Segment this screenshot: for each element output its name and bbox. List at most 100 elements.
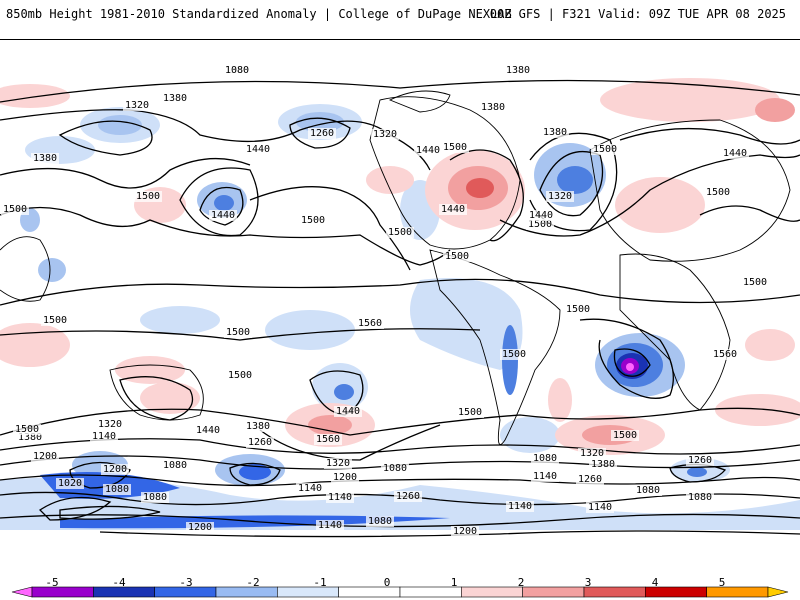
colorbar-arrow-right — [767, 586, 789, 598]
contour-label-bg — [326, 492, 354, 503]
contour-label: 1200 — [333, 472, 357, 483]
contour-label-bg — [531, 471, 559, 482]
contour-label: 1140 — [328, 492, 352, 503]
contour-label-bg — [578, 448, 606, 459]
contour-label: 1380 — [506, 65, 530, 76]
contour-label-bg — [634, 485, 662, 496]
contour-label-bg — [366, 516, 394, 527]
contour-label: 1560 — [713, 349, 737, 360]
contour-label-bg — [1, 204, 29, 215]
contour-label: 1320 — [580, 448, 604, 459]
height-contours — [0, 79, 800, 538]
contour-label: 1440 — [246, 144, 270, 155]
contour-label-bg — [96, 419, 124, 430]
contour-label-bg — [686, 455, 714, 466]
contour-label: 1380 — [18, 432, 42, 443]
contour-label: 1140 — [92, 431, 116, 442]
contour-label-bg — [479, 102, 507, 113]
contour-label-bg — [308, 128, 336, 139]
contour-label: 1140 — [318, 520, 342, 531]
contour-label: 1500 — [301, 215, 325, 226]
contour-label: 1260 — [396, 491, 420, 502]
contour-label-bg — [546, 191, 574, 202]
contour-label-bg — [704, 187, 732, 198]
contour-label-bg — [244, 421, 272, 432]
contour-label-bg — [209, 210, 237, 221]
contour-label: 1320 — [125, 100, 149, 111]
contour-label: 1140 — [588, 502, 612, 513]
colorbar-swatch — [338, 586, 401, 598]
contour-label-bg — [394, 491, 422, 502]
colorbar-tick-label: -3 — [179, 576, 193, 589]
contour-label-bg — [586, 502, 614, 513]
contour-label-bg — [246, 437, 274, 448]
contour-label: 1380 — [591, 459, 615, 470]
contour-label-bg — [123, 100, 151, 111]
contour-label: 1320 — [98, 419, 122, 430]
contour-label: 1080 — [368, 516, 392, 527]
colorbar-swatch — [645, 586, 707, 598]
contour-label: 1080 — [688, 492, 712, 503]
contour-label: 1260 — [578, 474, 602, 485]
contour-label-bg — [576, 474, 604, 485]
contour-label-bg — [101, 464, 129, 475]
contour-label-bg — [16, 432, 44, 443]
contour-label-bg — [711, 349, 739, 360]
contour-label: 1440 — [441, 204, 465, 215]
colorbar-swatch — [154, 586, 217, 598]
contour-label: 1500 — [743, 277, 767, 288]
anomaly-shading — [0, 78, 800, 530]
contour-label: 1080 — [225, 65, 249, 76]
colorbar-tick-label: -2 — [246, 576, 260, 589]
header: 850mb Height 1981-2010 Standardized Anom… — [0, 0, 800, 30]
contour-label-bg — [223, 65, 251, 76]
contour-label-bg — [541, 127, 569, 138]
contour-label: 1080 — [143, 492, 167, 503]
contour-label: 1500 — [3, 204, 27, 215]
contour-label: 1440 — [336, 406, 360, 417]
contour-label-bg — [186, 522, 214, 533]
contour-label-bg — [456, 407, 484, 418]
contour-label-bg — [414, 145, 442, 156]
contour-label-bg — [381, 463, 409, 474]
colorbar-swatch — [215, 586, 278, 598]
colorbar-swatch — [93, 586, 155, 598]
colorbar-swatch — [31, 586, 94, 598]
contour-label: 1500 — [228, 370, 252, 381]
contour-label: 1500 — [445, 251, 469, 262]
contour-label: 1440 — [416, 145, 440, 156]
contour-label: 1260 — [688, 455, 712, 466]
contour-label: 1380 — [543, 127, 567, 138]
contour-label-bg — [591, 144, 619, 155]
anomaly-map[interactable]: 1380138013201380126013201380144013801500… — [0, 40, 800, 559]
contour-label-bg — [527, 210, 555, 221]
contour-label: 1080 — [163, 460, 187, 471]
contour-label: 1140 — [533, 471, 557, 482]
colorbar-arrow-left — [11, 586, 33, 598]
contour-label: 1080 — [105, 484, 129, 495]
contour-label-bg — [531, 453, 559, 464]
contour-label-bg — [194, 425, 222, 436]
contour-label: 1080 — [383, 463, 407, 474]
contour-label-bg — [314, 434, 342, 445]
colorbar-tick-label: -5 — [45, 576, 59, 589]
colorbar-tick-label: 1 — [450, 576, 458, 589]
contour-label: 1500 — [43, 315, 67, 326]
contour-label: 1140 — [508, 501, 532, 512]
contour-label: 1500 — [136, 191, 160, 202]
colorbar-tick-label: 5 — [718, 576, 726, 589]
contour-label-bg — [439, 204, 467, 215]
contour-label: 1500 — [226, 327, 250, 338]
map-panel[interactable]: 1380138013201380126013201380144013801500… — [0, 39, 800, 559]
contour-label: 1200 — [188, 522, 212, 533]
contour-label-bg — [316, 520, 344, 531]
contour-label: 1140 — [298, 483, 322, 494]
contour-label-bg — [31, 451, 59, 462]
contour-label-bg — [334, 406, 362, 417]
contour-label-bg — [141, 492, 169, 503]
contour-label: 1200 — [453, 526, 477, 537]
colorbar-tick-label: 0 — [383, 576, 391, 589]
model-run-valid-time: 00Z GFS | F321 Valid: 09Z TUE APR 08 202… — [489, 7, 786, 21]
colorbar-swatch — [583, 586, 646, 598]
contour-label: 1320 — [373, 129, 397, 140]
